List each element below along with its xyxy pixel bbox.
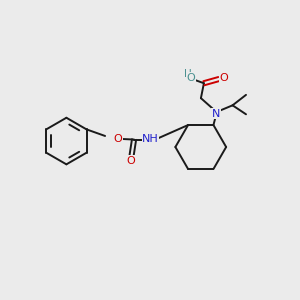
Text: O: O [113,134,122,144]
Text: N: N [212,109,220,119]
Text: O: O [220,73,229,82]
Text: H: H [184,69,192,79]
Text: O: O [127,156,135,166]
Text: NH: NH [142,134,159,144]
Text: O: O [186,73,195,83]
